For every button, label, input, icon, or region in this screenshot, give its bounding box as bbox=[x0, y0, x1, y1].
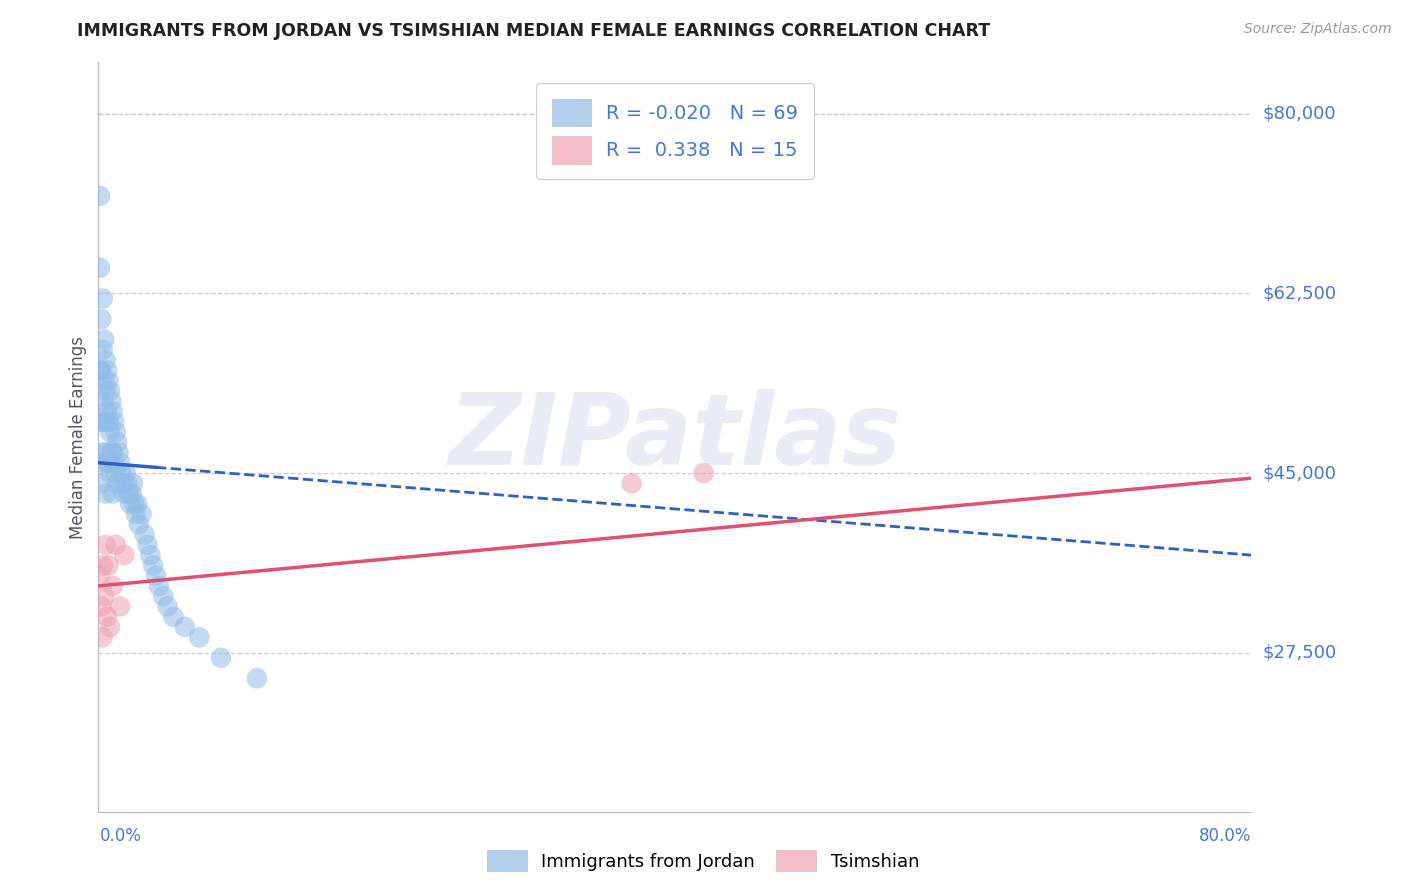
Point bbox=[93, 589, 115, 603]
Point bbox=[101, 445, 124, 459]
Point bbox=[108, 456, 131, 470]
Point bbox=[94, 415, 117, 429]
Point bbox=[93, 456, 115, 470]
Point bbox=[91, 292, 114, 306]
Point bbox=[112, 486, 135, 500]
Point bbox=[90, 415, 112, 429]
Point bbox=[96, 404, 118, 418]
Point bbox=[89, 260, 111, 275]
Point bbox=[93, 374, 115, 388]
Point bbox=[162, 609, 184, 624]
Point bbox=[131, 507, 153, 521]
Point bbox=[96, 609, 118, 624]
Point bbox=[174, 620, 197, 634]
Point bbox=[148, 579, 170, 593]
Point bbox=[124, 497, 146, 511]
Text: $45,000: $45,000 bbox=[1263, 464, 1337, 482]
Point bbox=[111, 476, 134, 491]
Point bbox=[94, 486, 117, 500]
Point bbox=[100, 394, 122, 409]
Point bbox=[104, 538, 127, 552]
Point bbox=[97, 456, 120, 470]
Point bbox=[105, 476, 128, 491]
Point bbox=[93, 333, 115, 347]
Point bbox=[90, 599, 112, 614]
Point bbox=[89, 568, 111, 582]
Legend: Immigrants from Jordan, Tsimshian: Immigrants from Jordan, Tsimshian bbox=[479, 843, 927, 879]
Point bbox=[94, 538, 117, 552]
Point bbox=[91, 394, 114, 409]
Point bbox=[128, 517, 150, 532]
Point bbox=[97, 415, 120, 429]
Point bbox=[104, 466, 127, 480]
Point bbox=[127, 497, 149, 511]
Point bbox=[94, 445, 117, 459]
Point bbox=[107, 445, 129, 459]
Point bbox=[145, 568, 167, 582]
Point bbox=[108, 599, 131, 614]
Point bbox=[101, 486, 124, 500]
Point bbox=[122, 476, 145, 491]
Point bbox=[96, 363, 118, 377]
Legend: R = -0.020   N = 69, R =  0.338   N = 15: R = -0.020 N = 69, R = 0.338 N = 15 bbox=[536, 83, 814, 179]
Point bbox=[120, 497, 142, 511]
Point bbox=[98, 466, 121, 480]
Text: $27,500: $27,500 bbox=[1263, 644, 1337, 662]
Text: 80.0%: 80.0% bbox=[1199, 827, 1251, 845]
Text: $62,500: $62,500 bbox=[1263, 285, 1337, 302]
Point bbox=[100, 445, 122, 459]
Point bbox=[103, 415, 125, 429]
Point bbox=[110, 466, 132, 480]
Point bbox=[91, 558, 114, 573]
Text: Source: ZipAtlas.com: Source: ZipAtlas.com bbox=[1244, 22, 1392, 37]
Point bbox=[98, 425, 121, 439]
Point bbox=[118, 486, 141, 500]
Point bbox=[90, 476, 112, 491]
Point bbox=[89, 189, 111, 203]
Point bbox=[97, 558, 120, 573]
Point bbox=[112, 548, 135, 562]
Point bbox=[98, 384, 121, 398]
Point bbox=[188, 630, 211, 644]
Point bbox=[114, 466, 136, 480]
Point bbox=[94, 384, 117, 398]
Point bbox=[101, 404, 124, 418]
Y-axis label: Median Female Earnings: Median Female Earnings bbox=[69, 335, 87, 539]
Point bbox=[91, 343, 114, 357]
Text: $80,000: $80,000 bbox=[1263, 104, 1337, 123]
Point bbox=[117, 476, 139, 491]
Text: ZIPatlas: ZIPatlas bbox=[449, 389, 901, 485]
Point bbox=[125, 507, 148, 521]
Point bbox=[93, 415, 115, 429]
Point bbox=[97, 374, 120, 388]
Point bbox=[98, 620, 121, 634]
Point bbox=[101, 579, 124, 593]
Point bbox=[246, 671, 269, 685]
Point bbox=[121, 486, 143, 500]
Point bbox=[104, 425, 127, 439]
Point bbox=[91, 445, 114, 459]
Point bbox=[142, 558, 165, 573]
Point bbox=[89, 363, 111, 377]
Point bbox=[90, 312, 112, 326]
Text: IMMIGRANTS FROM JORDAN VS TSIMSHIAN MEDIAN FEMALE EARNINGS CORRELATION CHART: IMMIGRANTS FROM JORDAN VS TSIMSHIAN MEDI… bbox=[77, 22, 990, 40]
Point bbox=[94, 353, 117, 368]
Point bbox=[209, 650, 232, 665]
Point bbox=[96, 456, 118, 470]
Point bbox=[90, 363, 112, 377]
Point bbox=[693, 466, 716, 480]
Point bbox=[139, 548, 162, 562]
Point bbox=[156, 599, 179, 614]
Point bbox=[134, 527, 156, 541]
Point bbox=[620, 476, 643, 491]
Point bbox=[136, 538, 159, 552]
Point bbox=[105, 435, 128, 450]
Text: 0.0%: 0.0% bbox=[100, 827, 142, 845]
Point bbox=[152, 589, 174, 603]
Point bbox=[91, 630, 114, 644]
Point bbox=[103, 456, 125, 470]
